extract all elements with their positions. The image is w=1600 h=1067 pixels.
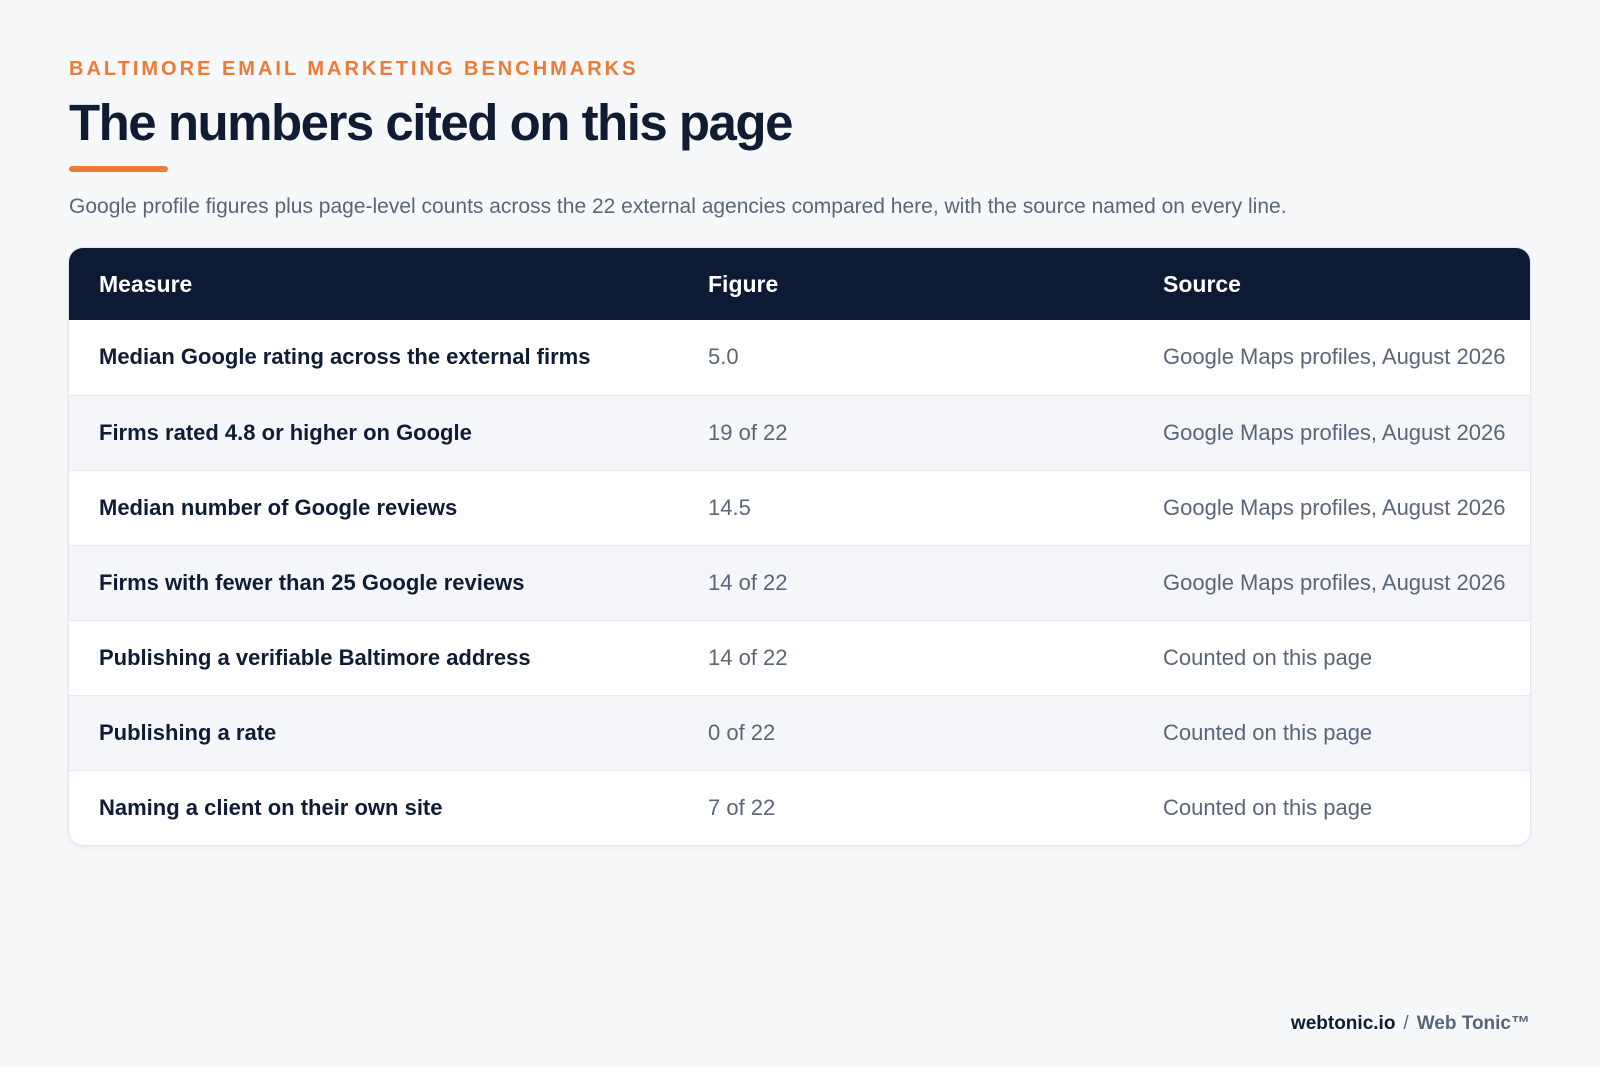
measure-cell: Firms with fewer than 25 Google reviews <box>69 544 678 620</box>
figure-cell: 14 of 22 <box>678 544 1133 620</box>
measure-cell: Firms rated 4.8 or higher on Google <box>69 394 678 470</box>
figure-cell: 19 of 22 <box>678 394 1133 470</box>
figure-cell: 0 of 22 <box>678 694 1133 770</box>
footer-brand: Web Tonic™ <box>1416 1013 1530 1034</box>
table-row: Naming a client on their own site 7 of 2… <box>69 769 1530 845</box>
measure-cell: Publishing a verifiable Baltimore addres… <box>69 619 678 695</box>
page-title: The numbers cited on this page <box>69 94 793 151</box>
figure-cell: 7 of 22 <box>678 769 1133 845</box>
figure-cell: 5.0 <box>708 344 739 370</box>
eyebrow-label: BALTIMORE EMAIL MARKETING BENCHMARKS <box>69 58 639 80</box>
column-header-source: Source <box>1163 270 1241 297</box>
measure-cell: Publishing a rate <box>69 694 678 770</box>
table-row: Publishing a verifiable Baltimore addres… <box>69 619 1530 695</box>
column-header-measure: Measure <box>99 270 193 297</box>
source-cell: Counted on this page <box>1133 769 1530 845</box>
table-header-row: Measure Figure Source <box>69 248 1530 320</box>
benchmarks-table: Measure Figure Source Median Google rati… <box>69 248 1530 845</box>
page-subtitle: Google profile figures plus page-level c… <box>69 195 1287 218</box>
source-cell: Google Maps profiles, August 2026 <box>1133 544 1530 620</box>
table-row: Firms rated 4.8 or higher on Google 19 o… <box>69 394 1530 470</box>
column-header-figure: Figure <box>708 270 779 297</box>
footer-credit: webtonic.io / Web Tonic™ <box>1291 1013 1530 1035</box>
source-cell: Google Maps profiles, August 2026 <box>1133 394 1530 470</box>
table-row: Median Google rating across the external… <box>69 320 1530 395</box>
figure-cell: 14 of 22 <box>678 619 1133 695</box>
table-row: Median number of Google reviews 14.5 Goo… <box>69 469 1530 545</box>
benchmarks-table-card: Measure Figure Source Median Google rati… <box>69 248 1530 845</box>
footer-separator: / <box>1403 1013 1409 1034</box>
measure-cell: Median Google rating across the external… <box>99 344 591 370</box>
table-row: Publishing a rate 0 of 22 Counted on thi… <box>69 694 1530 770</box>
title-accent-bar <box>69 166 168 172</box>
measure-cell: Naming a client on their own site <box>69 769 678 845</box>
measure-cell: Median number of Google reviews <box>69 469 678 545</box>
source-cell: Counted on this page <box>1133 619 1530 695</box>
source-cell: Google Maps profiles, August 2026 <box>1133 469 1530 545</box>
table-row: Firms with fewer than 25 Google reviews … <box>69 544 1530 620</box>
footer-domain: webtonic.io <box>1290 1013 1396 1034</box>
source-cell: Google Maps profiles, August 2026 <box>1163 344 1506 370</box>
source-cell: Counted on this page <box>1133 694 1530 770</box>
figure-cell: 14.5 <box>678 469 1133 545</box>
